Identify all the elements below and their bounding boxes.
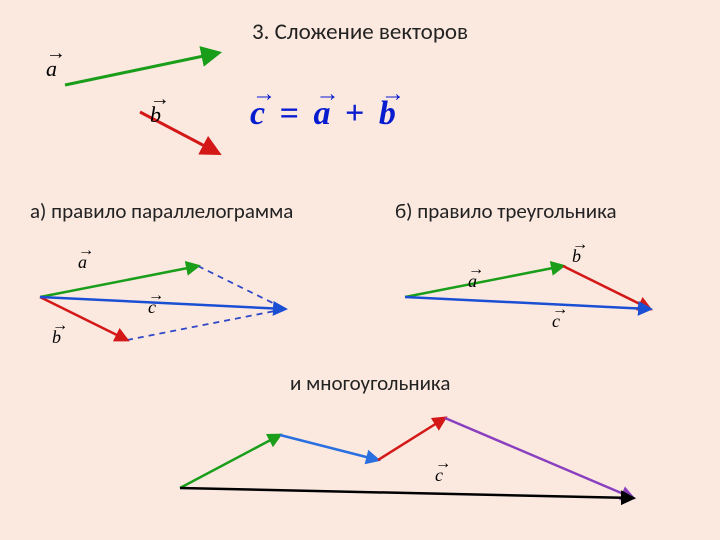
para-label-a: →a <box>78 249 93 273</box>
rule-parallelogram-label: а) правило параллелограмма <box>30 198 293 224</box>
para-label-b: →b <box>52 324 67 348</box>
tri-vec-c <box>405 297 650 309</box>
para-label-c: →c <box>148 294 163 318</box>
poly-seg-c <box>180 488 633 498</box>
poly-seg-2 <box>280 435 378 460</box>
para-vec-a <box>40 266 198 297</box>
tri-label-c: →c <box>552 308 567 332</box>
polygon-diagram <box>0 400 720 540</box>
label-a-top: →a <box>46 52 65 82</box>
label-b-top: →b <box>150 98 169 128</box>
poly-seg-4 <box>445 418 633 498</box>
tri-label-b: →b <box>572 243 587 267</box>
tri-vec-b <box>563 266 650 309</box>
poly-seg-1 <box>180 435 280 488</box>
top-vectors-diagram <box>0 0 260 170</box>
triangle-diagram <box>380 240 680 360</box>
rule-triangle-label: б) правило треугольника <box>395 198 617 224</box>
vector-a-top <box>65 53 218 85</box>
rule-polygon-label: и многоугольника <box>290 370 450 396</box>
tri-vec-a <box>405 266 563 297</box>
tri-label-a: →a <box>468 268 483 292</box>
poly-label-c: →c <box>435 462 450 486</box>
para-dash-1 <box>198 266 285 309</box>
formula: → c = → a + → b <box>250 95 396 133</box>
